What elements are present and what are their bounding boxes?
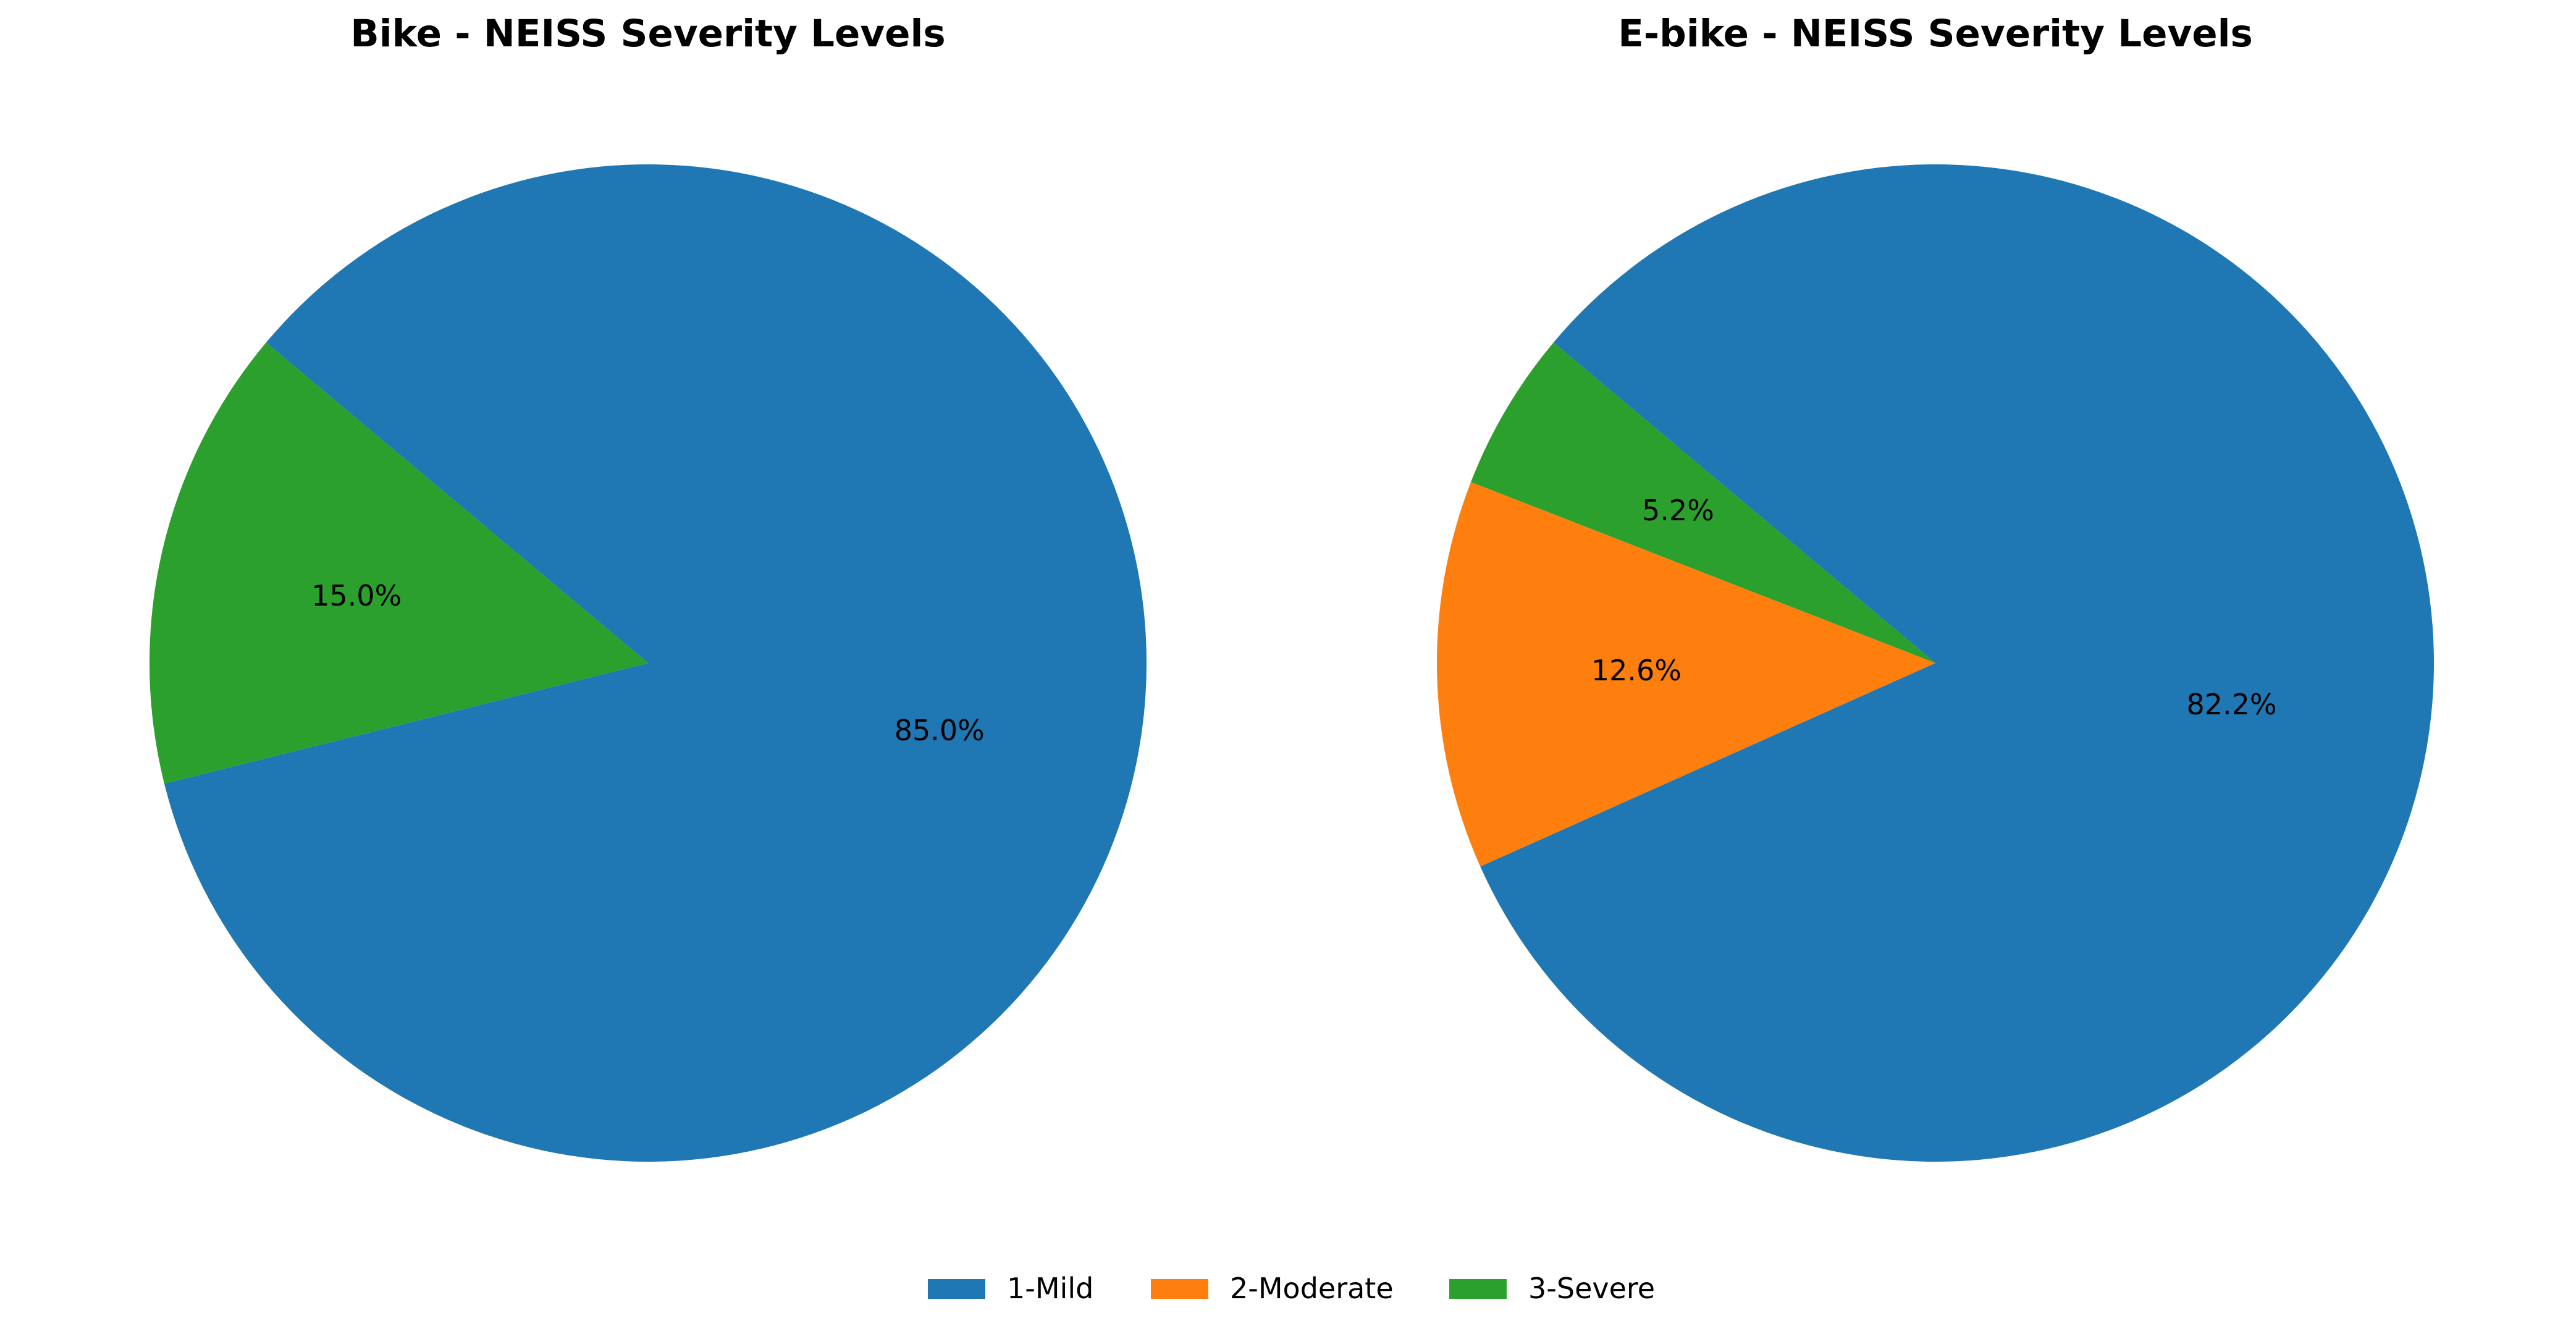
legend: 1-Mild 2-Moderate 3-Severe	[928, 1272, 1655, 1305]
chart-title-ebike: E-bike - NEISS Severity Levels	[1618, 12, 2253, 56]
legend-swatch-severe	[1449, 1279, 1507, 1299]
pie-slice-bike-severe	[149, 342, 649, 784]
pie-slice-bike-mild	[164, 164, 1147, 1162]
pie-label-ebike-mild: 82.2%	[2186, 688, 2276, 721]
pie-slices-bike	[149, 164, 1147, 1162]
legend-label-severe: 3-Severe	[1528, 1272, 1655, 1305]
pie-slice-ebike-moderate	[1436, 482, 1935, 867]
pie-slice-ebike-severe	[1471, 342, 1935, 663]
pie-label-bike-severe: 15.0%	[311, 579, 402, 612]
pie-slices-ebike	[1436, 164, 2434, 1162]
legend-swatch-moderate	[1151, 1279, 1208, 1299]
legend-label-mild: 1-Mild	[1007, 1272, 1093, 1305]
pie-chart-ebike: E-bike - NEISS Severity Levels 82.2% 12.6…	[1436, 12, 2434, 1162]
pie-label-ebike-severe: 5.2%	[1642, 494, 1714, 527]
chart-title-bike: Bike - NEISS Severity Levels	[350, 12, 945, 56]
pie-chart-bike: Bike - NEISS Severity Levels 85.0% 15.0%	[149, 12, 1147, 1162]
pie-slice-ebike-mild	[1480, 164, 2434, 1162]
pie-label-bike-mild: 85.0%	[894, 714, 985, 747]
pie-label-ebike-moderate: 12.6%	[1591, 654, 1682, 687]
pie-labels-bike: 85.0% 15.0%	[311, 579, 985, 747]
legend-label-moderate: 2-Moderate	[1230, 1272, 1394, 1305]
legend-swatch-mild	[928, 1279, 985, 1299]
pie-labels-ebike: 82.2% 12.6% 5.2%	[1591, 494, 2277, 721]
